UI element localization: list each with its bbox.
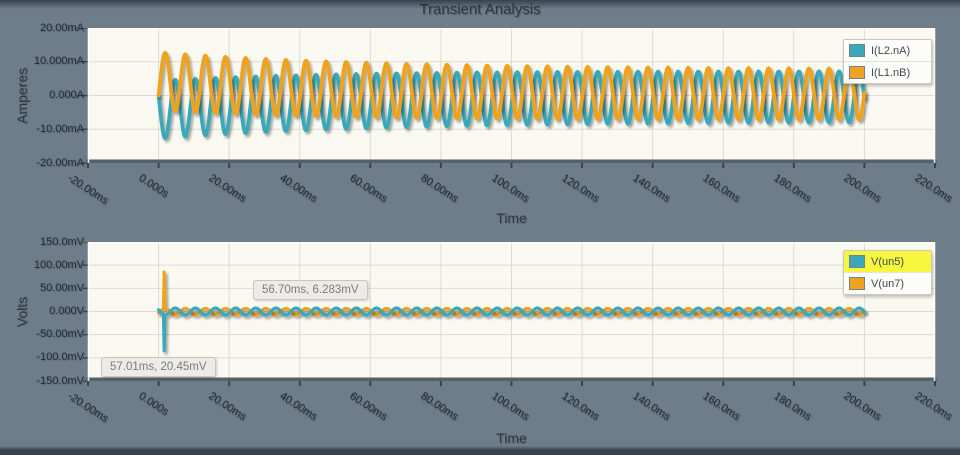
series-color-swatch (849, 277, 865, 290)
x-tick-label: 200.0ms (841, 390, 884, 424)
x-tick-label: 100.0ms (488, 390, 531, 424)
x-tick-label: 0.000s (136, 172, 171, 201)
legend-voltage: V(un5) V(un7) (843, 250, 932, 295)
x-tick-label: 220.0ms (912, 390, 955, 424)
x-tick-label: 140.0ms (630, 390, 673, 424)
legend-item-V(un7)[interactable]: V(un7) (844, 272, 931, 294)
y-tick-label: 10.000mA (33, 55, 84, 68)
x-tick-label: -20.00ms (65, 172, 111, 208)
plot-area-current[interactable] (82, 28, 941, 170)
x-tick-label: 160.0ms (700, 172, 743, 206)
y-tick-label: -150.0mV (36, 374, 84, 387)
x-tick-label: 120.0ms (559, 390, 602, 424)
x-tick-label: 100.0ms (488, 172, 531, 206)
x-tick-label: -20.00ms (65, 390, 111, 426)
y-tick-label: 0.000A (49, 89, 84, 101)
legend-item-I(L2.nA)[interactable]: I(L2.nA) (844, 40, 931, 61)
x-tick-label: 120.0ms (559, 172, 602, 206)
y-tick-label: 100.00mV (33, 258, 84, 271)
y-tick-label: 0.000V (49, 305, 84, 317)
legend-item-I(L1.nB)[interactable]: I(L1.nB) (844, 61, 931, 83)
x-tick-label: 220.0ms (912, 172, 955, 206)
legend-label: V(un7) (871, 277, 905, 290)
waveform-I(L1.nB) (156, 50, 867, 122)
y-tick-label: -20.00mA (36, 156, 84, 169)
x-tick-label: 40.00ms (277, 390, 320, 424)
waveform-I(L2.nA) (156, 69, 867, 140)
x-tick-label: 60.00ms (347, 390, 390, 424)
legend-current: I(L2.nA) I(L1.nB) (843, 39, 932, 84)
series-color-swatch (849, 44, 865, 57)
x-tick-label: 160.0ms (700, 390, 743, 424)
series-color-swatch (849, 66, 865, 79)
cursor-readout-upper: 56.70ms, 6.283mV (253, 280, 368, 300)
chart-title: Transient Analysis (419, 1, 541, 18)
x-tick-label: 20.00ms (206, 172, 249, 206)
x-tick-label: 140.0ms (630, 172, 673, 206)
x-tick-label: 80.00ms (418, 172, 461, 206)
y-tick-label: 150.0mV (39, 235, 84, 248)
x-tick-label: 200.0ms (841, 172, 884, 206)
legend-item-V(un5)[interactable]: V(un5) (844, 251, 931, 272)
legend-label: V(un5) (871, 255, 905, 268)
series-color-swatch (849, 255, 865, 268)
y-tick-label: -10.00mA (36, 122, 84, 135)
y-tick-label: -50.00mV (36, 328, 84, 341)
x-tick-label: 20.00ms (206, 390, 249, 424)
legend-label: I(L2.nA) (871, 44, 911, 57)
y-tick-label: 50.00mV (39, 281, 84, 294)
legend-label: I(L1.nB) (871, 66, 911, 79)
y-tick-label: -100.0mV (36, 351, 84, 364)
x-axis-title-time: Time (496, 210, 527, 226)
x-tick-label: 80.00ms (418, 390, 461, 424)
y-tick-label: 20.00mA (39, 21, 84, 34)
x-tick-label: 0.000s (136, 390, 171, 419)
x-tick-label: 180.0ms (771, 390, 814, 424)
plot-area-voltage[interactable] (82, 242, 941, 388)
cursor-readout-lower: 57.01ms, 20.45mV (101, 357, 216, 377)
waveform-V(un5) (156, 306, 867, 353)
x-tick-label: 180.0ms (771, 172, 814, 206)
x-tick-label: 60.00ms (347, 172, 390, 206)
x-axis-title-time: Time (496, 430, 527, 446)
x-tick-label: 40.00ms (277, 172, 320, 206)
